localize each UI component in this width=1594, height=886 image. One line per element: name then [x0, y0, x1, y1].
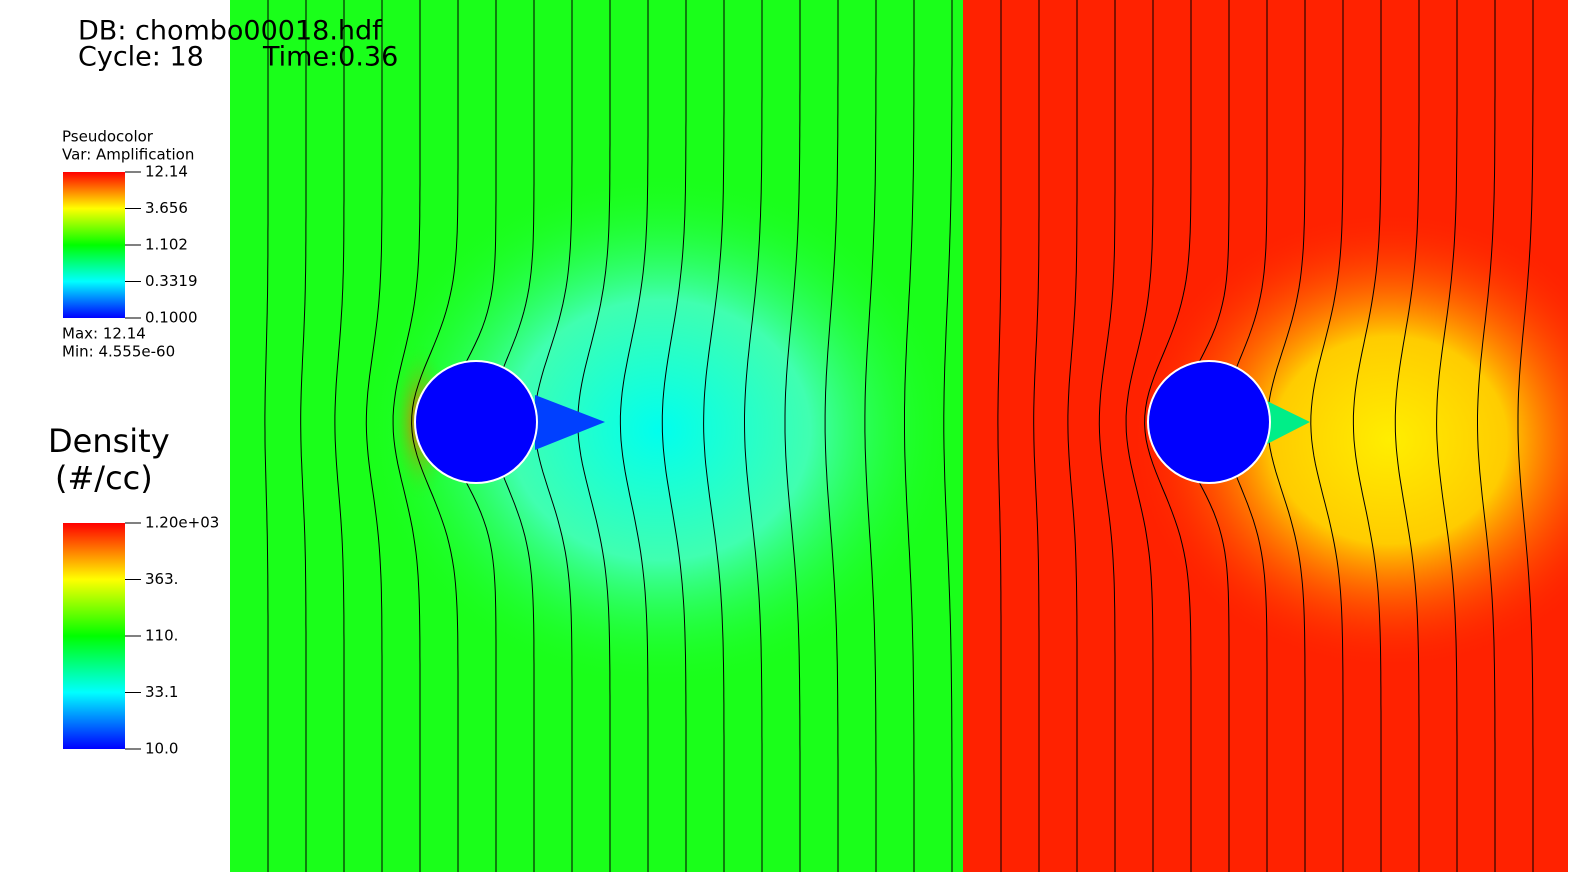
field-line: [1098, 0, 1116, 872]
legend-title: Density: [48, 422, 170, 460]
cycle-label: Cycle: 18: [78, 42, 204, 73]
field-line: [1394, 0, 1420, 872]
field-line: [784, 0, 801, 872]
field-line: [904, 0, 915, 872]
time-label: Time:0.36: [262, 42, 398, 73]
field-line: [411, 0, 459, 872]
obstacle: [414, 360, 1310, 484]
tick-label: 1.102: [145, 236, 188, 254]
field-line: [334, 0, 345, 872]
field-line: [300, 0, 307, 872]
tick-label: 3.656: [145, 199, 188, 217]
field-line: [619, 0, 649, 872]
field-line: [661, 0, 687, 872]
legend-max: Max: 12.14: [62, 325, 146, 343]
field-line: [577, 0, 611, 872]
field-line: [1310, 0, 1344, 872]
field-line: [997, 0, 1002, 872]
field-line: [703, 0, 725, 872]
field-line: [1144, 0, 1192, 872]
tick-label: 0.3319: [145, 272, 198, 290]
tick-label: 363.: [145, 570, 178, 588]
field-line: [744, 0, 763, 872]
field-line: [1067, 0, 1078, 872]
field-line: [864, 0, 877, 872]
field-line: [1477, 0, 1496, 872]
tick-label: 110.: [145, 627, 178, 645]
db-label: DB: chombo00018.hdf: [78, 16, 383, 47]
field-line: [1033, 0, 1040, 872]
colorbar: [63, 523, 125, 749]
wake: [360, 170, 960, 690]
field-line: [392, 0, 421, 872]
tick-label: 1.20e+03: [145, 514, 219, 532]
colorbar: [63, 172, 125, 318]
wake: [1130, 210, 1568, 670]
field-line: [365, 0, 383, 872]
legend-var: Var: Amplification: [62, 146, 194, 164]
tick-label: 10.0: [145, 740, 178, 758]
field-line: [824, 0, 839, 872]
legend-units: (#/cc): [55, 459, 153, 497]
tick-label: 12.14: [145, 163, 188, 181]
field-line: [1125, 0, 1154, 872]
tick-label: 33.1: [145, 683, 178, 701]
field-line: [1352, 0, 1382, 872]
legend-min: Min: 4.555e-60: [62, 343, 175, 361]
field-line: [1436, 0, 1458, 872]
field-line: [1517, 0, 1534, 872]
field-line: [943, 0, 953, 872]
tick-label: 0.1000: [145, 309, 198, 327]
field-lines: [264, 0, 1534, 872]
field-line: [264, 0, 269, 872]
legend-plot: Pseudocolor: [62, 128, 154, 146]
